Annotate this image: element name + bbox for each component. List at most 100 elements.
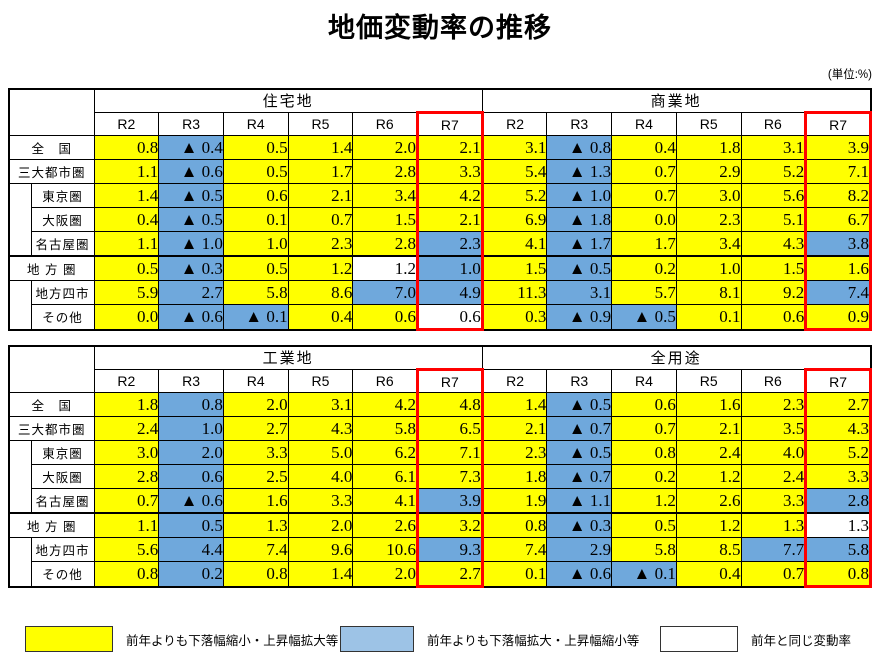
table-row: その他 0.8 0.2 0.8 1.4 2.0 2.7 0.1 ▲ 0.6 ▲ 0.1 0.4 0.7… xyxy=(9,561,872,588)
data-cell: 0.5 xyxy=(222,135,289,160)
year-header: R4 xyxy=(222,369,289,393)
legend-swatch-white xyxy=(660,626,738,652)
data-cell: 3.9 xyxy=(804,135,872,160)
year-header: R2 xyxy=(481,369,548,393)
year-header: R7 xyxy=(804,368,872,393)
data-cell: 1.3 xyxy=(804,512,872,538)
year-header: R7 xyxy=(416,368,484,393)
data-cell: 3.2 xyxy=(416,512,484,538)
corner-cell xyxy=(8,345,95,393)
data-cell: 1.0 xyxy=(222,231,289,257)
data-cell: ▲ 0.9 xyxy=(546,304,613,330)
data-cell: 1.1 xyxy=(93,159,160,184)
data-cell: ▲ 0.6 xyxy=(158,304,224,330)
table-body: 全 国 1.8 0.8 2.0 3.1 4.2 4.8 1.4 ▲ 0.5 0.6 1.6 2.3 2.… xyxy=(8,392,872,588)
data-cell: 2.8 xyxy=(352,159,419,184)
data-cell: ▲ 0.5 xyxy=(611,304,677,330)
data-cell: 4.3 xyxy=(287,416,354,441)
table-row: 東京圏 3.0 2.0 3.3 5.0 6.2 7.1 2.3 ▲ 0.5 0.8 2.4 4.0 5.… xyxy=(8,440,872,514)
data-cell: 3.3 xyxy=(804,464,872,489)
data-cell: 0.8 xyxy=(93,135,160,160)
data-cell: 0.0 xyxy=(93,304,160,330)
table-row: 大阪圏 2.8 0.6 2.5 4.0 6.1 7.3 1.8 ▲ 0.7 0.2 1.2 2.4 3.… xyxy=(9,464,872,489)
data-cell: 0.8 xyxy=(158,392,224,417)
data-cell: 5.6 xyxy=(93,537,160,562)
data-cell: 3.5 xyxy=(740,416,807,441)
data-cell: 0.1 xyxy=(675,304,742,330)
data-cell: 2.8 xyxy=(93,464,160,489)
data-cell: 1.0 xyxy=(675,255,742,281)
legend-item-up: 前年よりも下落幅縮小・上昇幅拡大等 xyxy=(25,626,338,652)
data-cell: 4.9 xyxy=(416,280,484,305)
data-cell: 3.3 xyxy=(740,488,807,514)
data-cell: 2.3 xyxy=(481,440,548,465)
row-label: 大阪圏 xyxy=(30,464,95,489)
data-cell: 0.7 xyxy=(611,183,677,208)
data-cell: 8.6 xyxy=(287,280,354,305)
data-cell: 2.3 xyxy=(675,207,742,232)
year-header: R6 xyxy=(352,112,419,136)
data-cell: 2.0 xyxy=(287,512,354,538)
data-cell: ▲ 0.3 xyxy=(158,255,224,281)
data-cell: 5.8 xyxy=(222,280,289,305)
data-cell: 1.2 xyxy=(352,255,419,281)
data-cell: 1.9 xyxy=(481,488,548,514)
data-cell: ▲ 0.3 xyxy=(546,512,613,538)
data-cell: 2.7 xyxy=(804,392,872,417)
section-header-row: 工業地 全用途 xyxy=(8,345,872,393)
year-header: R2 xyxy=(93,369,160,393)
data-cell: 10.6 xyxy=(352,537,419,562)
data-cell: 2.3 xyxy=(416,231,484,257)
table-row: 全 国 1.8 0.8 2.0 3.1 4.2 4.8 1.4 ▲ 0.5 0.6 1.6 2.3 2.… xyxy=(8,392,872,417)
data-cell: 6.9 xyxy=(481,207,548,232)
data-cell: 4.4 xyxy=(158,537,224,562)
data-cell: ▲ 1.7 xyxy=(546,231,613,257)
data-cell: 8.2 xyxy=(804,183,872,208)
data-cell: 5.8 xyxy=(611,537,677,562)
data-cell: 0.4 xyxy=(675,561,742,587)
data-cell: 2.0 xyxy=(352,135,419,160)
year-header: R3 xyxy=(546,369,613,393)
year-header: R4 xyxy=(222,112,289,136)
row-label: その他 xyxy=(30,304,95,330)
year-header-row: R2 R3 R4 R5 R6 R7 R2 R3 R4 R5 R6 R7 xyxy=(9,368,872,393)
data-cell: 3.3 xyxy=(416,159,484,184)
data-cell: 0.5 xyxy=(222,159,289,184)
data-cell: 0.7 xyxy=(287,207,354,232)
data-cell: 7.0 xyxy=(352,280,419,305)
data-cell: 9.2 xyxy=(740,280,807,305)
section-header: 工業地 xyxy=(93,345,483,370)
row-label: その他 xyxy=(30,561,95,587)
year-header: R7 xyxy=(416,111,484,136)
page-title: 地価変動率の推移 xyxy=(328,13,552,43)
legend-swatch-blue xyxy=(340,626,414,652)
data-cell: 0.6 xyxy=(611,392,677,417)
data-cell: 0.6 xyxy=(158,464,224,489)
data-cell: ▲ 0.5 xyxy=(158,183,224,208)
data-cell: 0.5 xyxy=(222,255,289,281)
data-cell: 0.1 xyxy=(222,207,289,232)
data-cell: 0.3 xyxy=(481,304,548,330)
data-cell: ▲ 0.5 xyxy=(546,440,613,465)
row-label: 地方四市 xyxy=(30,280,95,305)
table-row: 三大都市圏 1.1 ▲ 0.6 0.5 1.7 2.8 3.3 5.4 ▲ 1.3 0.7 2.9 5… xyxy=(8,159,872,184)
data-cell: 7.4 xyxy=(222,537,289,562)
legend-label: 前年よりも下落幅縮小・上昇幅拡大等 xyxy=(126,633,339,648)
data-cell: ▲ 0.7 xyxy=(546,464,613,489)
row-group-spacer xyxy=(8,280,32,330)
year-header: R7 xyxy=(804,111,872,136)
year-header: R3 xyxy=(158,112,224,136)
data-cell: 1.0 xyxy=(416,255,484,281)
data-cell: 1.5 xyxy=(740,255,807,281)
year-header: R2 xyxy=(93,112,160,136)
data-cell: 6.5 xyxy=(416,416,484,441)
data-cell: 5.2 xyxy=(481,183,548,208)
data-cell: 7.4 xyxy=(804,280,872,305)
data-cell: 6.2 xyxy=(352,440,419,465)
data-cell: 1.1 xyxy=(93,512,160,538)
data-cell: 1.0 xyxy=(158,416,224,441)
data-cell: 1.3 xyxy=(740,512,807,538)
data-cell: 0.8 xyxy=(481,512,548,538)
legend-item-same: 前年と同じ変動率 xyxy=(660,626,851,652)
data-cell: 7.1 xyxy=(804,159,872,184)
